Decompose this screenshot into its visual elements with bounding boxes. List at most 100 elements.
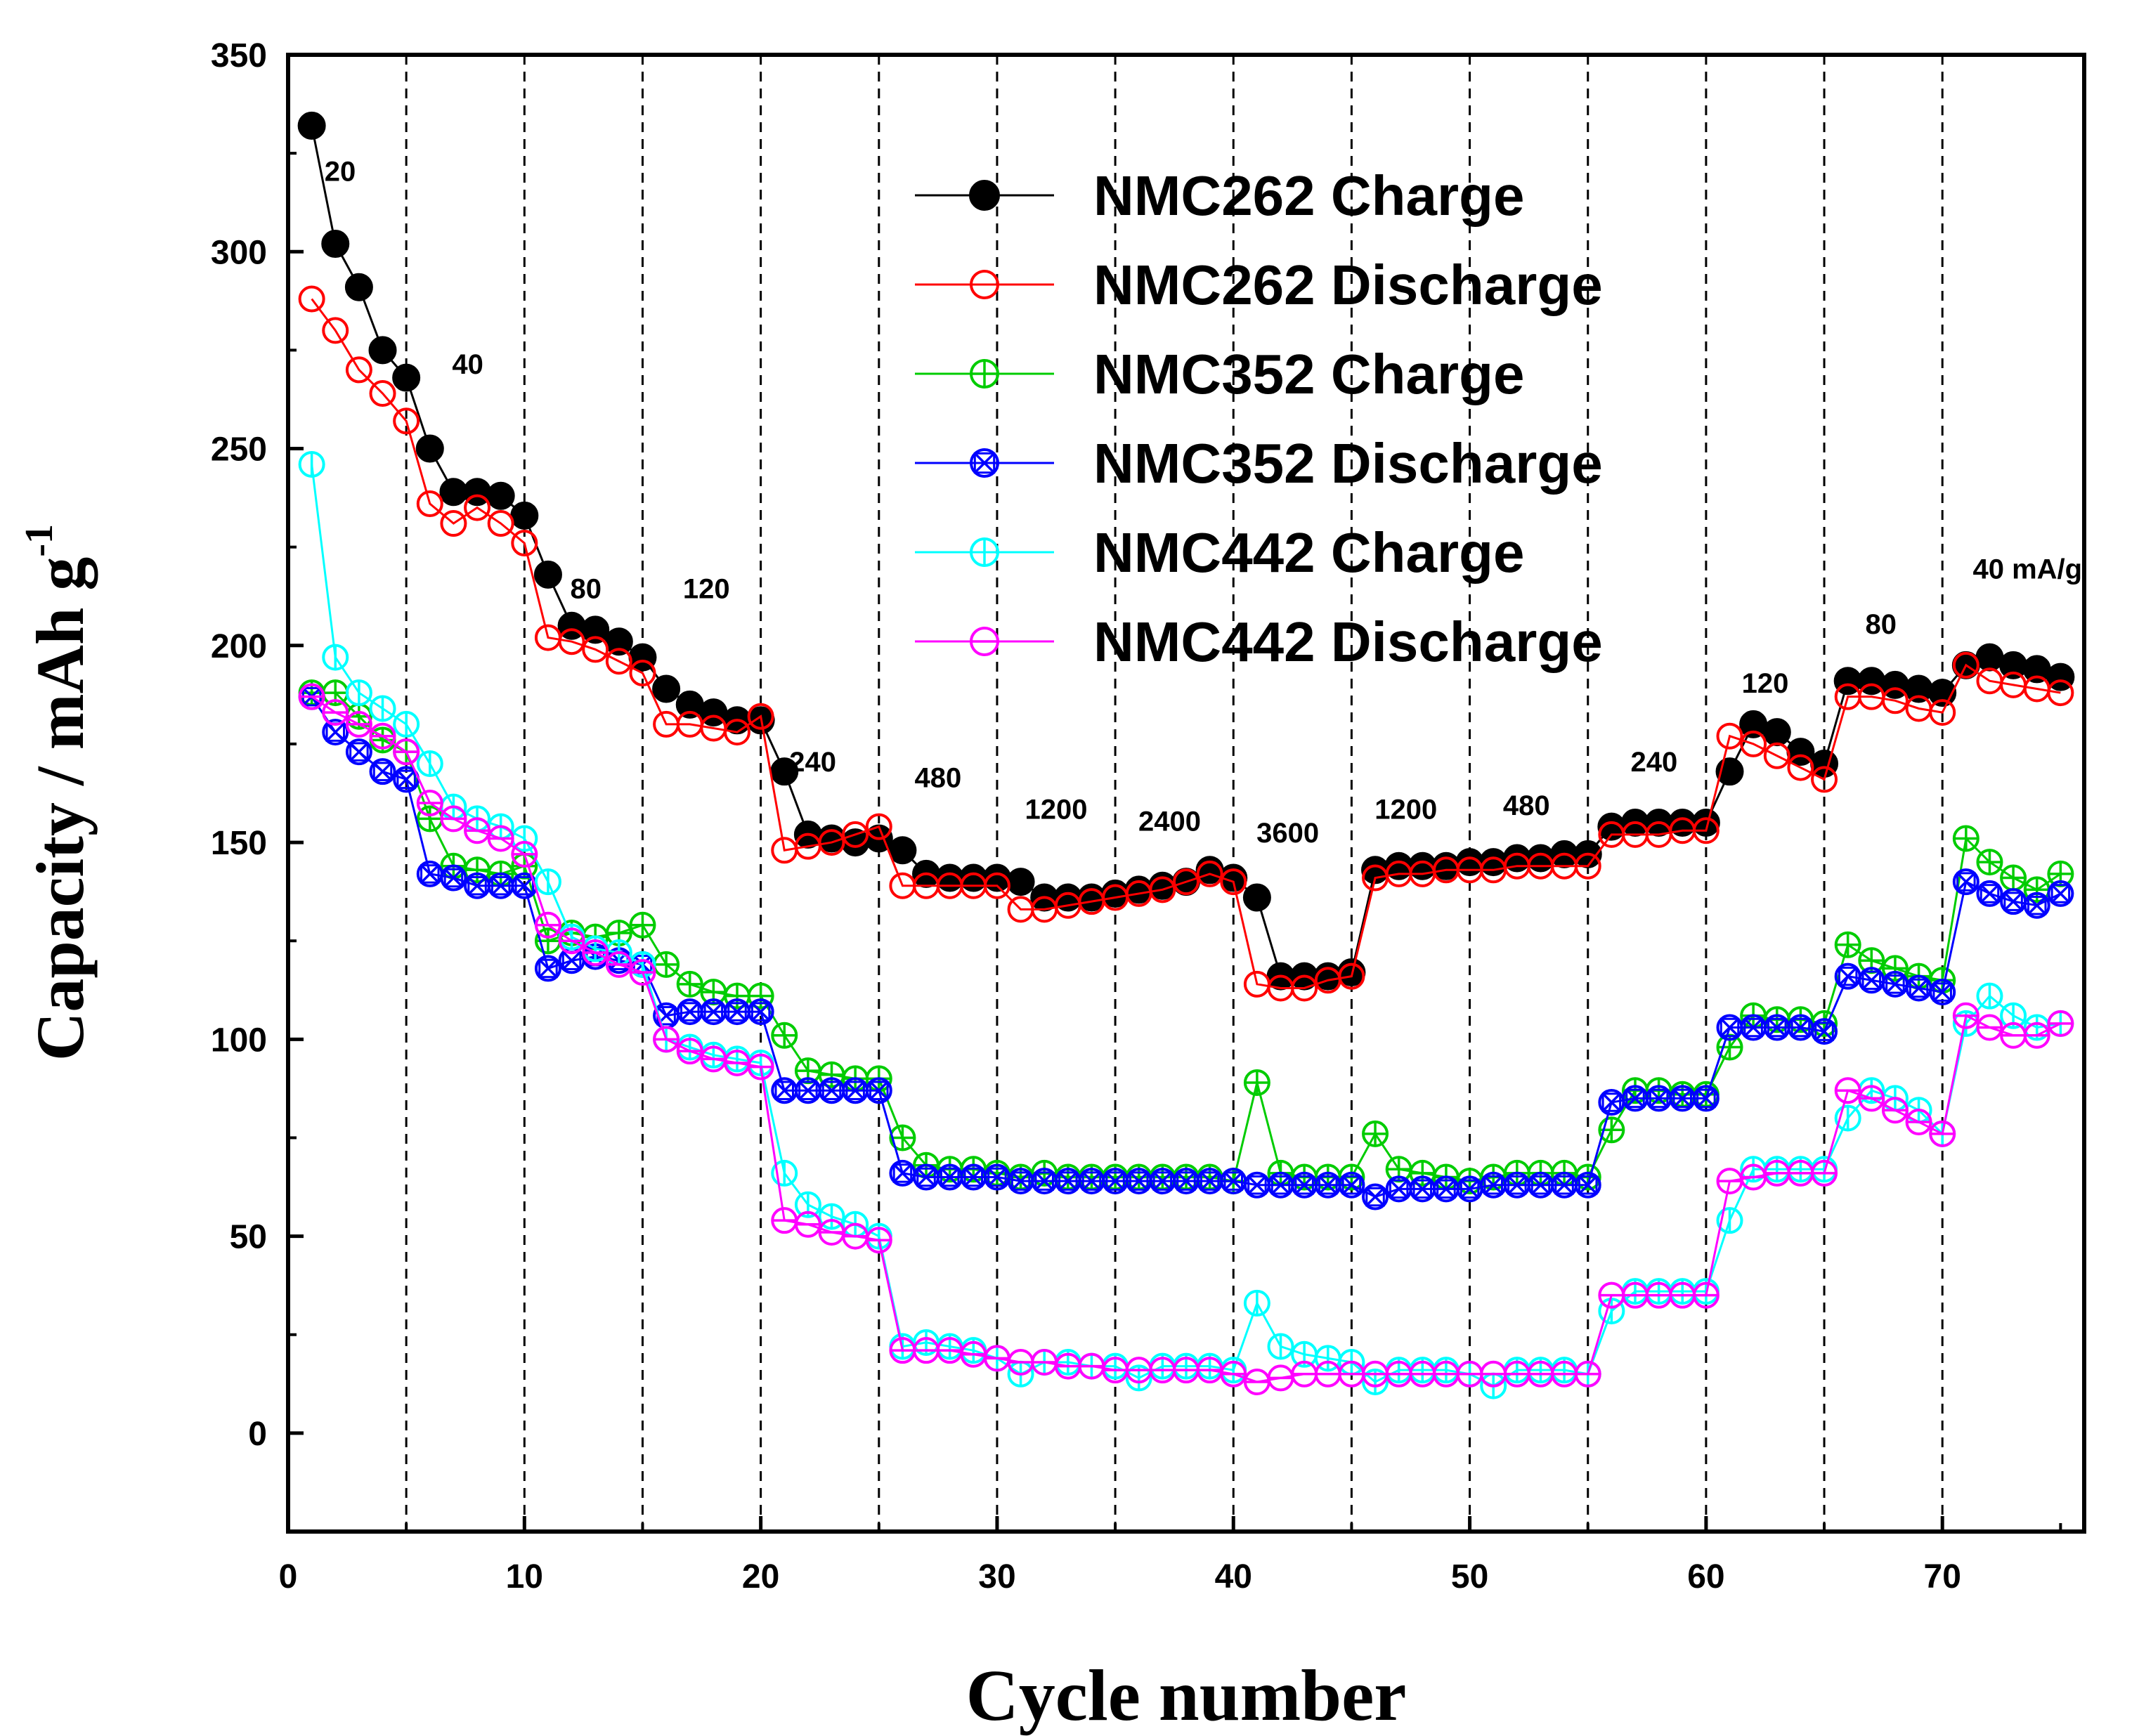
- marker-stroke: [1932, 982, 1952, 1002]
- y-tick-label: 200: [211, 628, 267, 665]
- marker-stroke: [2003, 892, 2023, 911]
- marker-ring: [724, 719, 750, 746]
- data-point: [747, 998, 774, 1026]
- data-point: [653, 951, 680, 978]
- marker-fill: [321, 230, 350, 259]
- data-point: [1881, 687, 1909, 714]
- legend-marker: [970, 537, 999, 567]
- rate-label: 120: [1742, 668, 1789, 699]
- marker-stroke: [1459, 1179, 1480, 1199]
- data-point: [604, 627, 633, 656]
- marker-fill: [581, 615, 610, 644]
- marker-stroke: [822, 1081, 842, 1100]
- marker-ring: [440, 864, 467, 892]
- marker-stroke: [1578, 1175, 1598, 1195]
- marker-fill: [1904, 674, 1933, 703]
- marker-stroke: [1838, 967, 1858, 986]
- data-point: [1243, 1289, 1270, 1317]
- marker-stroke: [869, 1081, 889, 1100]
- marker-fill: [1242, 883, 1271, 912]
- data-point: [1787, 1014, 1814, 1041]
- data-point: [487, 825, 514, 852]
- marker-ring: [1149, 876, 1176, 903]
- marker-ring: [2023, 892, 2050, 919]
- data-point: [1054, 1168, 1081, 1195]
- data-point: [486, 481, 515, 510]
- rate-label: 480: [914, 763, 961, 794]
- marker-stroke: [491, 876, 511, 896]
- marker-stroke: [798, 1081, 818, 1100]
- data-point: [1811, 766, 1838, 793]
- marker-ring: [1574, 1171, 1601, 1199]
- marker-stroke: [1270, 1175, 1291, 1195]
- marker-ring: [1740, 730, 1767, 757]
- marker-fill: [392, 363, 421, 392]
- marker-stroke: [1861, 970, 1882, 990]
- data-point: [818, 829, 845, 856]
- marker-stroke: [373, 762, 393, 781]
- marker-stroke: [420, 864, 440, 884]
- marker-stroke: [1412, 1179, 1433, 1199]
- marker-stroke: [1554, 1175, 1574, 1195]
- x-tick-label: 20: [742, 1558, 779, 1595]
- marker-stroke: [1743, 1017, 1763, 1038]
- data-point: [1952, 868, 1979, 896]
- data-point: [1362, 1183, 1389, 1210]
- marker-stroke: [2050, 884, 2070, 903]
- y-axis-title: Capacity / mAh g-1: [18, 524, 98, 1061]
- legend-entry: NMC352 Discharge: [915, 432, 1603, 495]
- marker-stroke: [963, 1167, 984, 1187]
- marker-ring: [1692, 817, 1719, 844]
- marker-fill: [415, 434, 444, 463]
- marker-stroke: [514, 876, 534, 896]
- marker-stroke: [514, 875, 535, 896]
- marker-stroke: [1838, 966, 1858, 986]
- data-point: [1811, 1018, 1838, 1045]
- data-point: [369, 722, 396, 750]
- x-tick-label: 30: [978, 1558, 1015, 1595]
- data-point: [1338, 962, 1365, 990]
- marker-ring: [818, 829, 845, 856]
- data-point: [1574, 852, 1601, 880]
- marker-fill: [1006, 868, 1035, 896]
- marker-stroke: [1105, 1171, 1125, 1191]
- data-point: [1338, 1171, 1365, 1199]
- data-point: [2000, 888, 2027, 915]
- data-point: [368, 336, 397, 365]
- data-point: [393, 407, 420, 435]
- marker-stroke: [1979, 884, 2000, 903]
- marker-stroke: [1601, 1092, 1622, 1112]
- marker-stroke: [1058, 1171, 1078, 1191]
- data-point: [1929, 1120, 1956, 1147]
- data-point: [1763, 742, 1790, 769]
- series-layer: [297, 111, 2075, 1399]
- data-point: [1952, 1002, 1979, 1029]
- legend-marker: [970, 448, 999, 478]
- data-point: [1692, 817, 1719, 844]
- data-point: [1881, 1097, 1909, 1124]
- marker-ring: [345, 356, 372, 384]
- marker-stroke: [1601, 1092, 1621, 1112]
- data-point: [533, 560, 562, 589]
- marker-stroke: [1814, 1022, 1834, 1041]
- marker-stroke: [467, 876, 487, 896]
- data-point: [439, 478, 468, 507]
- data-point: [511, 872, 538, 899]
- marker-ring: [970, 448, 999, 478]
- marker-stroke: [1649, 1088, 1669, 1108]
- data-point: [487, 510, 514, 537]
- data-point: [1622, 1085, 1649, 1112]
- marker-stroke: [325, 722, 345, 742]
- data-point: [1503, 1171, 1530, 1199]
- marker-stroke: [1223, 1171, 1244, 1191]
- data-point: [1692, 1281, 1719, 1309]
- data-point: [1716, 1014, 1743, 1041]
- data-point: [1149, 1168, 1176, 1195]
- data-point: [392, 363, 421, 392]
- data-point: [818, 1203, 845, 1230]
- marker-stroke: [1885, 974, 1905, 994]
- rate-label: 3600: [1256, 818, 1319, 849]
- rate-label: 240: [1631, 747, 1678, 778]
- data-point: [1716, 722, 1743, 750]
- data-point: [842, 821, 869, 848]
